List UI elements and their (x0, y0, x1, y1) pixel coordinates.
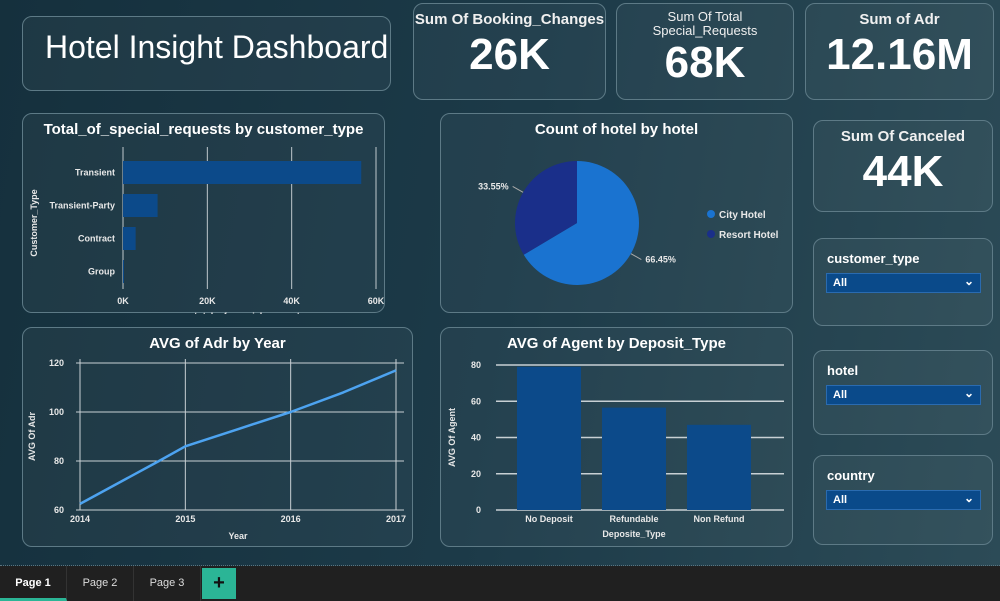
x-tick-label: 2017 (386, 514, 406, 524)
adr-line (79, 369, 397, 505)
pie-slice (515, 161, 577, 255)
slice-label: 66.45% (645, 255, 676, 265)
category-label: Non Refund (694, 514, 745, 524)
legend-marker (707, 230, 715, 238)
x-tick-label: 40K (283, 296, 300, 306)
report-canvas: Hotel Insight Dashboard Sum Of Booking_C… (0, 0, 1000, 566)
x-tick-label: 2016 (281, 514, 301, 524)
kpi-special-requests[interactable]: Sum Of Total Special_Requests 68K (616, 3, 794, 100)
kpi-canceled[interactable]: Sum Of Canceled 44K (813, 120, 993, 212)
category-label: Transient-Party (49, 201, 115, 211)
x-axis-title: Deposite_Type (602, 529, 665, 539)
kpi-label: Sum of Adr (859, 11, 940, 28)
slicer-label: hotel (827, 363, 859, 378)
y-axis-title: AVG Of Adr (27, 412, 37, 461)
y-tick-label: 80 (471, 360, 481, 370)
title-card: Hotel Insight Dashboard (22, 16, 391, 91)
y-axis-title: Customer_Type (29, 189, 39, 256)
tab-page-2[interactable]: Page 2 (67, 566, 134, 601)
category-label: Transient (75, 168, 115, 178)
bar (602, 407, 666, 510)
pie-slice (523, 161, 639, 285)
kpi-label: Sum Of Booking_Changes (414, 11, 605, 28)
hotel-dropdown[interactable]: All ⌄ (826, 385, 981, 405)
x-tick-label: 2015 (175, 514, 195, 524)
bar (123, 227, 136, 250)
slicer-label: customer_type (827, 251, 920, 266)
leader-line (512, 186, 524, 193)
dropdown-value: All (833, 494, 848, 506)
y-tick-label: 100 (49, 407, 64, 417)
hotel-pie-chart[interactable]: Count of hotel by hotel 66.45% City Hotel… (440, 113, 793, 313)
slicer-customer-type: customer_type All ⌄ (813, 238, 993, 326)
add-page-button[interactable]: + (202, 568, 236, 599)
x-tick-label: 60K (368, 296, 385, 306)
x-tick-label: 0K (117, 296, 129, 306)
column-chart-svg: 0 20 40 60 80 No Deposit Refundable Non Refund D… (447, 360, 784, 539)
bar (687, 424, 751, 510)
tab-page-3[interactable]: Page 3 (134, 566, 201, 601)
legend-label: City Hotel (719, 210, 766, 221)
y-tick-label: 60 (471, 396, 481, 406)
slice-label: 33.55% (478, 181, 509, 191)
bar-chart-svg: 0K 20K 40K 60K Transient Transient-Party Contr… (29, 147, 385, 314)
pie-chart-svg: 66.45% City Hotel 33.55% Resort Hotel (478, 161, 779, 285)
slicer-hotel: hotel All ⌄ (813, 350, 993, 435)
bar (517, 366, 581, 510)
y-tick-label: 0 (476, 505, 481, 515)
x-axis-title: Year (228, 531, 248, 541)
chart-title: Total_of_special_requests by customer_ty… (43, 121, 364, 138)
y-tick-label: 120 (49, 358, 64, 368)
legend-label: Resort Hotel (719, 230, 779, 241)
y-tick-label: 80 (54, 456, 64, 466)
y-tick-label: 60 (54, 505, 64, 515)
agent-bar-chart[interactable]: AVG of Agent by Deposit_Type 0 20 40 60 80 No… (440, 327, 793, 547)
chevron-down-icon: ⌄ (963, 386, 974, 400)
kpi-value: 68K (664, 38, 746, 87)
y-tick-label: 40 (471, 433, 481, 443)
x-tick-label: 2014 (70, 514, 90, 524)
tab-page-1[interactable]: Page 1 (0, 566, 67, 601)
x-axis-title: total_of_special_requests (194, 311, 305, 314)
chevron-down-icon: ⌄ (963, 491, 974, 505)
category-label: Contract (78, 234, 115, 244)
kpi-booking-changes[interactable]: Sum Of Booking_Changes 26K (413, 3, 606, 100)
category-label: Group (88, 267, 115, 277)
chart-title: AVG of Agent by Deposit_Type (507, 335, 726, 352)
kpi-value: 12.16M (826, 30, 973, 79)
kpi-label: Sum Of Canceled (840, 128, 966, 145)
leader-line (630, 253, 642, 260)
page-title: Hotel Insight Dashboard (45, 29, 389, 65)
slicer-label: country (827, 468, 875, 483)
chart-title: Count of hotel by hotel (534, 121, 699, 138)
bar (123, 260, 124, 283)
category-label: No Deposit (525, 514, 573, 524)
legend-marker (707, 210, 715, 218)
bar (123, 161, 362, 184)
bar (123, 194, 158, 217)
chart-title: AVG of Adr by Year (149, 335, 286, 352)
x-tick-label: 20K (199, 296, 216, 306)
page-tabs: Page 1 Page 2 Page 3 + (0, 566, 1000, 601)
y-axis-title: AVG Of Agent (447, 408, 457, 467)
y-tick-label: 20 (471, 469, 481, 479)
kpi-value: 26K (469, 30, 550, 79)
chevron-down-icon: ⌄ (963, 274, 974, 288)
category-label: Refundable (609, 514, 658, 524)
dropdown-value: All (833, 277, 848, 289)
kpi-adr[interactable]: Sum of Adr 12.16M (805, 3, 994, 100)
adr-line-chart[interactable]: AVG of Adr by Year 60 80 100 120 2014 2015 201… (22, 327, 413, 547)
kpi-label: Sum Of Total Special_Requests (652, 9, 758, 38)
customer-type-dropdown[interactable]: All ⌄ (826, 273, 981, 293)
line-chart-svg: 60 80 100 120 2014 2015 2016 2017 Year AVG Of Adr (27, 358, 406, 541)
special-requests-chart[interactable]: Total_of_special_requests by customer_ty… (22, 113, 385, 314)
country-dropdown[interactable]: All ⌄ (826, 490, 981, 510)
slicer-country: country All ⌄ (813, 455, 993, 545)
kpi-value: 44K (862, 147, 944, 196)
dropdown-value: All (833, 389, 848, 401)
